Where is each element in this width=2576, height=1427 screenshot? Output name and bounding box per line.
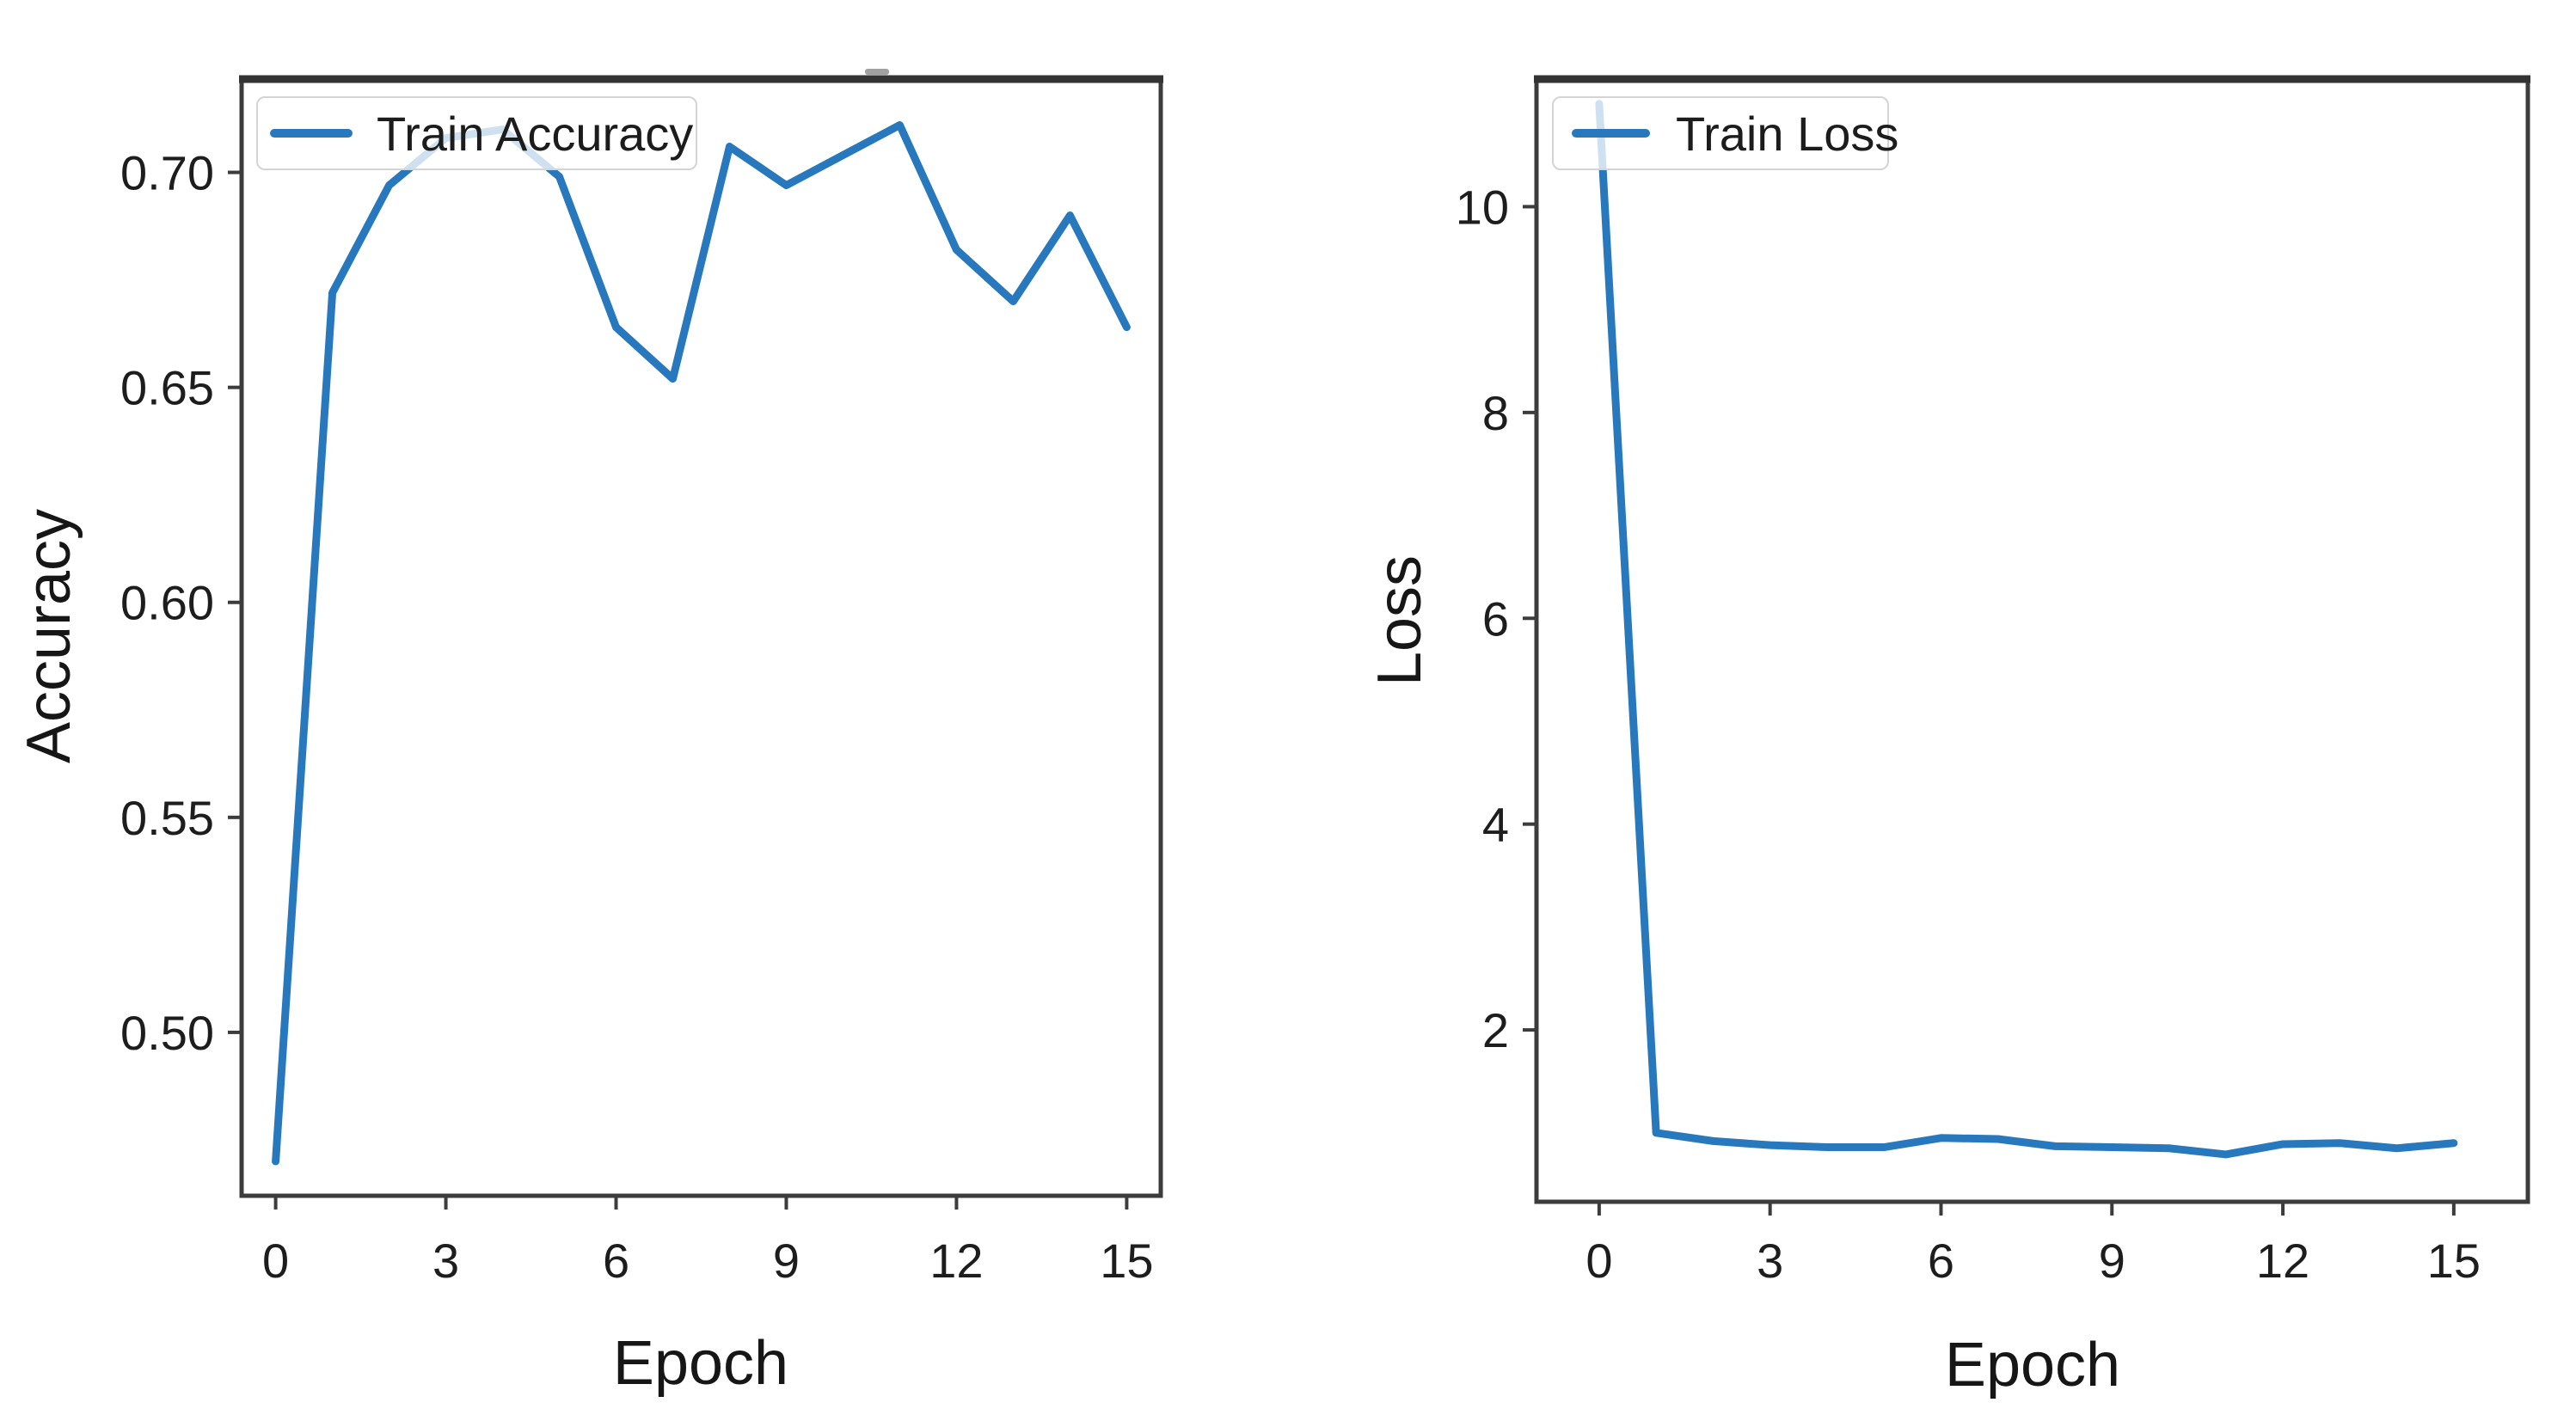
x-tick-label: 6 xyxy=(1928,1234,1954,1288)
x-tick-label: 15 xyxy=(2427,1234,2481,1288)
loss-y-axis-label: Loss xyxy=(1365,554,1434,687)
y-tick-label: 0.55 xyxy=(120,791,214,845)
accuracy-x-axis-label: Epoch xyxy=(612,1329,789,1398)
plot-spines xyxy=(1534,77,2530,1204)
x-tick-label: 0 xyxy=(262,1234,289,1288)
y-tick-label: 0.65 xyxy=(120,361,214,415)
y-tick-label: 8 xyxy=(1482,386,1509,440)
y-tick-label: 0.60 xyxy=(120,576,214,630)
y-tick-label: 4 xyxy=(1482,798,1509,852)
x-tick-label: 15 xyxy=(1100,1234,1153,1288)
accuracy-legend-label: Train Accuracy xyxy=(377,106,694,161)
x-tick-label: 3 xyxy=(1757,1234,1783,1288)
y-tick-label: 0.50 xyxy=(120,1006,214,1060)
x-tick-label: 0 xyxy=(1585,1234,1612,1288)
stray-dash-mark xyxy=(865,69,889,75)
x-tick-label: 12 xyxy=(929,1234,983,1288)
loss-x-axis-label: Epoch xyxy=(1944,1331,2121,1399)
y-tick-label: 6 xyxy=(1482,591,1509,646)
train-series-line xyxy=(1595,100,2458,1159)
accuracy-y-axis-label: Accuracy xyxy=(15,508,83,764)
train-series-line xyxy=(272,121,1131,1166)
x-tick-label: 12 xyxy=(2256,1234,2309,1288)
accuracy-legend-line-swatch-icon xyxy=(270,129,353,138)
x-tick-label: 9 xyxy=(773,1234,800,1288)
x-tick-label: 9 xyxy=(2099,1234,2125,1288)
x-tick-label: 6 xyxy=(603,1234,629,1288)
plot-spines xyxy=(239,77,1163,1198)
y-tick-label: 2 xyxy=(1482,1003,1509,1057)
loss-legend-line-swatch-icon xyxy=(1572,129,1650,138)
accuracy-legend: Train Accuracy xyxy=(256,96,697,170)
loss-legend-label: Train Loss xyxy=(1676,106,1899,161)
x-tick-label: 3 xyxy=(432,1234,459,1288)
y-tick-label: 0.70 xyxy=(120,146,214,200)
loss-legend: Train Loss xyxy=(1552,96,1898,170)
y-tick-label: 10 xyxy=(1456,180,1509,234)
